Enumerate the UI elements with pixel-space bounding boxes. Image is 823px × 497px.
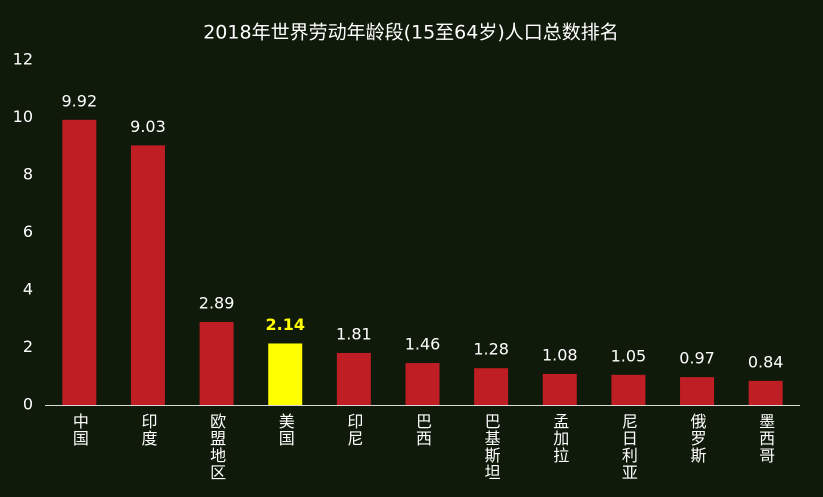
y-tick-label: 8 — [23, 165, 33, 184]
value-label: 0.84 — [748, 352, 784, 371]
chart-title: 2018年世界劳动年龄段(15至64岁)人口总数排名 — [203, 22, 619, 44]
bar — [130, 145, 165, 405]
bar — [748, 380, 783, 405]
y-tick-label: 6 — [23, 222, 33, 241]
value-label: 2.14 — [265, 315, 304, 334]
x-tick-label: 美国 — [276, 413, 295, 447]
y-tick-label: 0 — [23, 395, 33, 414]
bar — [542, 373, 577, 405]
bar — [405, 363, 440, 405]
value-label: 1.81 — [336, 324, 372, 343]
x-tick-label: 巴西 — [413, 413, 432, 447]
value-label: 1.05 — [611, 346, 647, 365]
bar — [611, 374, 646, 405]
value-label: 9.03 — [130, 117, 166, 136]
x-tick-label: 欧盟地区 — [207, 413, 226, 481]
y-tick-label: 12 — [13, 50, 33, 69]
x-tick-label: 印尼 — [344, 413, 363, 447]
value-label: 9.92 — [62, 91, 98, 110]
y-tick-label: 10 — [13, 107, 33, 126]
x-tick-label: 印度 — [138, 413, 157, 447]
bar — [199, 321, 234, 405]
x-tick-label: 孟加拉 — [550, 413, 569, 464]
value-label: 0.97 — [679, 349, 715, 368]
bar — [474, 368, 509, 405]
y-tick-label: 4 — [23, 280, 33, 299]
value-label: 1.46 — [405, 335, 441, 354]
y-tick-label: 2 — [23, 337, 33, 356]
x-tick-label: 墨西哥 — [756, 413, 775, 464]
bar — [268, 343, 303, 405]
x-tick-label: 俄罗斯 — [688, 413, 707, 464]
bar — [680, 377, 715, 405]
value-label: 1.28 — [473, 340, 509, 359]
x-tick-label: 中国 — [70, 413, 89, 447]
bar — [336, 352, 371, 405]
bar — [62, 119, 97, 406]
x-tick-label: 巴基斯坦 — [482, 413, 501, 481]
x-tick-label: 尼日利亚 — [619, 413, 638, 481]
value-label: 1.08 — [542, 345, 578, 364]
value-label: 2.89 — [199, 293, 235, 312]
